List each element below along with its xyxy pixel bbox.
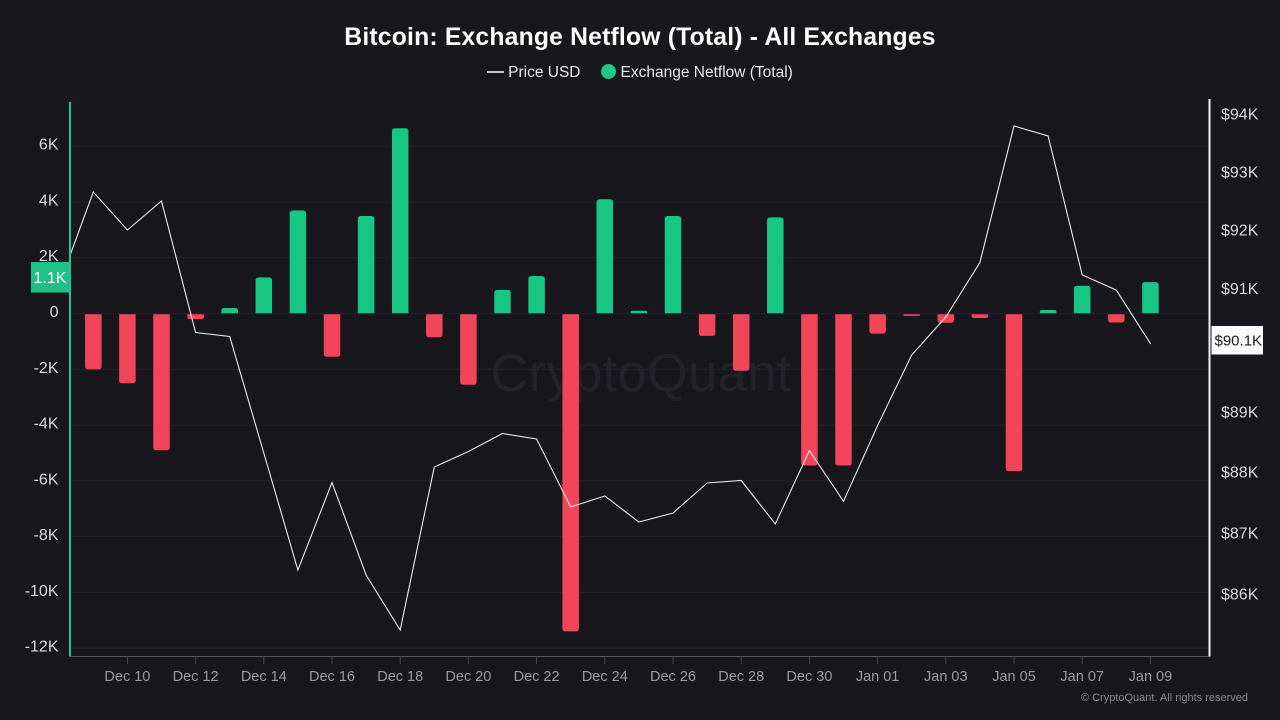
svg-text:$93K: $93K [1221,165,1259,182]
svg-text:$91K: $91K [1221,281,1259,298]
svg-text:Jan 01: Jan 01 [856,669,900,685]
svg-text:-2K: -2K [34,360,59,377]
svg-text:2K: 2K [39,248,59,265]
svg-text:$94K: $94K [1221,107,1259,124]
svg-text:4K: 4K [39,193,59,210]
svg-text:Dec 24: Dec 24 [582,669,628,685]
svg-text:$92K: $92K [1221,223,1259,240]
svg-text:Jan 03: Jan 03 [924,669,968,685]
svg-text:Jan 05: Jan 05 [992,669,1036,685]
svg-text:Dec 10: Dec 10 [104,669,150,685]
svg-text:1.1K: 1.1K [34,270,67,287]
svg-text:-8K: -8K [34,527,59,544]
svg-text:0: 0 [50,304,59,321]
svg-text:© CryptoQuant. All rights rese: © CryptoQuant. All rights reserved [1081,692,1248,704]
svg-text:-12K: -12K [25,639,59,656]
svg-text:Dec 26: Dec 26 [650,669,696,685]
svg-text:Dec 16: Dec 16 [309,669,355,685]
svg-text:$87K: $87K [1221,525,1259,542]
svg-text:-4K: -4K [34,416,59,433]
svg-text:Dec 20: Dec 20 [445,669,491,685]
svg-text:Dec 14: Dec 14 [241,669,287,685]
svg-text:$90.1K: $90.1K [1215,333,1263,350]
svg-text:-6K: -6K [34,471,59,488]
svg-text:Dec 18: Dec 18 [377,669,423,685]
svg-text:Dec 30: Dec 30 [786,669,832,685]
svg-text:Jan 09: Jan 09 [1129,669,1173,685]
svg-text:$86K: $86K [1221,586,1259,603]
svg-text:$88K: $88K [1221,465,1259,482]
svg-text:6K: 6K [39,137,59,154]
svg-text:Dec 28: Dec 28 [718,669,764,685]
svg-text:Jan 07: Jan 07 [1060,669,1104,685]
svg-text:-10K: -10K [25,583,59,600]
svg-text:Dec 12: Dec 12 [173,669,219,685]
svg-text:$89K: $89K [1221,404,1259,421]
svg-text:Dec 22: Dec 22 [514,669,560,685]
